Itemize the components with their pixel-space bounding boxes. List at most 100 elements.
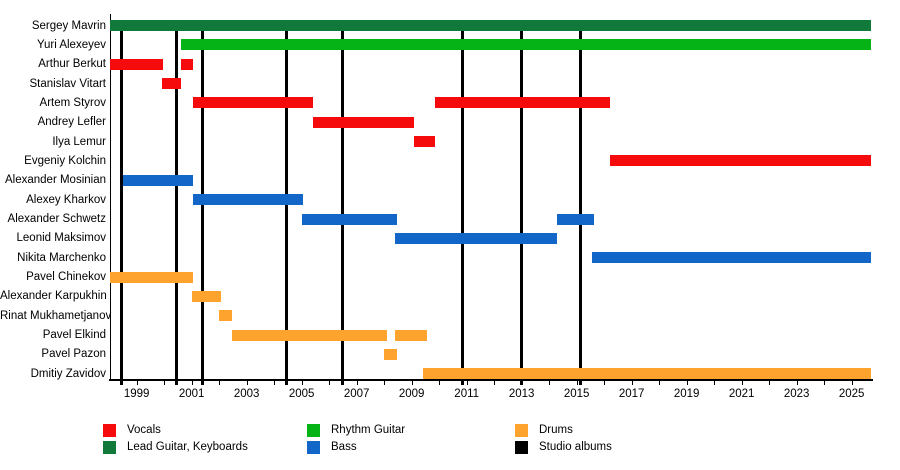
axis-tick: [549, 380, 551, 385]
drums-color-swatch: [515, 424, 528, 437]
member-period-bar-bass: [122, 174, 194, 186]
member-period-bar-drums: [219, 310, 233, 322]
axis-tick: [246, 380, 248, 385]
year-tick-label: 2005: [288, 388, 315, 400]
axis-tick: [329, 380, 331, 385]
member-name-label: Artem Styrov: [39, 96, 106, 109]
axis-tick: [274, 380, 276, 385]
axis-tick: [301, 380, 303, 385]
bass-color-swatch: [307, 441, 320, 454]
axis-tick: [494, 380, 496, 385]
member-name-label: Stanislav Vitart: [29, 77, 107, 90]
member-name-label: Leonid Maksimov: [16, 232, 106, 245]
studio-album-line: [340, 20, 344, 385]
legend-label: Lead Guitar, Keyboards: [127, 441, 248, 453]
member-period-bar-bass: [301, 213, 397, 225]
lead-guitar-color-swatch: [103, 441, 116, 454]
member-name-label: Alexander Karpukhin: [0, 290, 107, 303]
legend-label: Bass: [331, 441, 357, 453]
member-period-bar-vocals: [312, 116, 415, 128]
studio-album-line: [120, 20, 124, 385]
member-name-label: Pavel Chinekov: [26, 271, 106, 284]
member-period-bar-vocals: [435, 97, 610, 109]
year-tick-label: 2007: [343, 388, 370, 400]
member-period-bar-vocals: [110, 58, 163, 70]
axis-tick: [164, 380, 166, 385]
member-name-label: Alexander Mosinian: [4, 174, 106, 187]
member-period-bar-vocals: [180, 58, 194, 70]
studio-album-line: [175, 20, 179, 385]
year-tick-label: 2009: [398, 388, 425, 400]
member-name-label: Arthur Berkut: [38, 58, 106, 71]
member-period-bar-bass: [592, 252, 871, 264]
member-period-bar-drums: [231, 329, 387, 341]
member-name-label: Pavel Elkind: [42, 329, 106, 342]
studio-albums-color-swatch: [515, 441, 528, 454]
member-period-bar-drums: [110, 271, 194, 283]
member-name-label: Nikita Marchenko: [17, 251, 106, 264]
legend-label: Vocals: [127, 424, 161, 436]
axis-tick: [686, 380, 688, 385]
studio-album-line: [579, 20, 583, 385]
axis-tick: [714, 380, 716, 385]
member-period-bar-drums: [395, 329, 427, 341]
year-tick-label: 2011: [454, 388, 480, 400]
member-period-bar-rhythm_guitar: [180, 39, 871, 51]
member-period-bar-bass: [193, 194, 304, 206]
member-period-bar-vocals: [161, 78, 181, 90]
year-tick-label: 2003: [233, 388, 260, 400]
axis-tick: [411, 380, 413, 385]
axis-tick: [631, 380, 633, 385]
member-period-bar-vocals: [413, 136, 436, 148]
legend-label: Rhythm Guitar: [331, 424, 406, 436]
year-tick-label: 2025: [838, 388, 865, 400]
x-axis-line: [109, 379, 873, 381]
axis-tick: [741, 380, 743, 385]
legend-label: Drums: [539, 424, 573, 436]
member-name-label: Sergey Mavrin: [31, 19, 106, 32]
member-name-label: Andrey Lefler: [37, 116, 106, 129]
axis-tick: [191, 380, 193, 385]
member-period-bar-lead_guitar_keyboards: [110, 20, 871, 31]
member-name-label: Dmitiy Zavidov: [30, 367, 106, 380]
year-tick-label: 2023: [783, 388, 810, 400]
axis-tick: [384, 380, 386, 385]
year-tick-label: 2017: [618, 388, 645, 400]
member-name-label: Evgeniy Kolchin: [24, 154, 106, 167]
member-name-label: Pavel Pazon: [41, 348, 106, 361]
member-period-bar-drums: [192, 290, 222, 302]
axis-tick: [219, 380, 221, 385]
member-period-bar-drums: [384, 348, 398, 360]
rhythm-guitar-color-swatch: [307, 424, 320, 437]
member-name-label: Ilya Lemur: [52, 135, 106, 148]
year-tick-label: 2015: [563, 388, 590, 400]
axis-tick: [796, 380, 798, 385]
axis-tick: [659, 380, 661, 385]
year-tick-label: 2013: [508, 388, 535, 400]
member-period-bar-bass: [395, 232, 557, 244]
axis-tick: [576, 380, 578, 385]
member-period-bar-vocals: [609, 155, 871, 167]
member-name-label: Rinat Mukhametjanov: [0, 309, 112, 322]
axis-tick: [521, 380, 523, 385]
year-tick-label: 2019: [673, 388, 700, 400]
axis-tick: [136, 380, 138, 385]
member-name-label: Alexey Kharkov: [26, 193, 106, 206]
year-tick-label: 2021: [728, 388, 755, 400]
studio-album-line: [461, 20, 465, 385]
member-period-bar-vocals: [193, 97, 314, 109]
studio-album-line: [520, 20, 524, 385]
axis-tick: [356, 380, 358, 385]
axis-tick: [769, 380, 771, 385]
axis-tick: [466, 380, 468, 385]
y-axis-line: [110, 14, 111, 380]
member-period-bar-drums: [423, 368, 871, 380]
year-tick-label: 2001: [178, 388, 205, 400]
axis-tick: [824, 380, 826, 385]
year-tick-label: 1999: [123, 388, 150, 400]
axis-tick: [604, 380, 606, 385]
vocals-color-swatch: [103, 424, 116, 437]
member-name-label: Yuri Alexeyev: [36, 38, 106, 51]
member-period-bar-bass: [556, 213, 594, 225]
